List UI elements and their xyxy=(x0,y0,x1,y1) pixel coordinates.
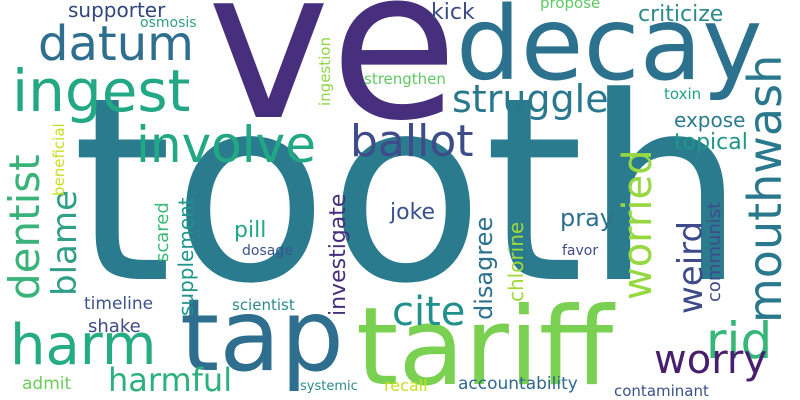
word-supporter: supporter xyxy=(68,0,166,22)
word-strengthen: strengthen xyxy=(364,70,446,88)
word-recall: recall xyxy=(384,376,428,395)
word-admit: admit xyxy=(22,374,72,394)
word-scared: scared xyxy=(152,202,173,262)
word-favor: favor xyxy=(562,243,599,259)
word-shake: shake xyxy=(88,316,141,337)
word-cite: cite xyxy=(392,289,466,335)
word-ballot: ballot xyxy=(350,116,474,167)
word-weird: weird xyxy=(671,220,711,314)
word-tariff: tariff xyxy=(356,285,614,400)
word-systemic: systemic xyxy=(300,379,358,394)
word-worry: worry xyxy=(654,337,768,383)
word-decay: decay xyxy=(456,0,763,104)
word-blame: blame xyxy=(45,190,85,296)
word-beneficial: beneficial xyxy=(50,123,68,196)
word-harm: harm xyxy=(10,313,157,378)
word-toxin: toxin xyxy=(664,85,702,103)
word-contaminant: contaminant xyxy=(614,382,709,400)
word-scientist: scientist xyxy=(232,296,295,314)
word-disagree: disagree xyxy=(470,216,498,320)
word-ve: ve xyxy=(207,0,459,167)
word-pill: pill xyxy=(234,218,267,243)
word-tap: tap xyxy=(180,277,344,394)
word-accountability: accountability xyxy=(458,374,578,394)
word-mouthwash: mouthwash xyxy=(738,54,792,323)
word-investigate: investigate xyxy=(326,193,351,316)
word-tooth: tooth xyxy=(72,43,746,340)
word-topical: topical xyxy=(674,130,748,155)
word-chlorine: chlorine xyxy=(504,221,528,302)
word-dentist: dentist xyxy=(0,154,49,300)
word-struggle: struggle xyxy=(452,77,609,121)
word-supplement: supplement xyxy=(174,197,198,316)
word-rid: rid xyxy=(706,312,773,370)
word-harmful: harmful xyxy=(108,361,233,399)
word-pray: pray xyxy=(560,204,615,232)
word-worried: worried xyxy=(615,149,661,301)
word-dosage: dosage xyxy=(242,243,293,259)
word-osmosis: osmosis xyxy=(140,15,197,31)
word-ingest: ingest xyxy=(12,57,191,125)
word-datum: datum xyxy=(38,16,194,72)
word-ingestion: ingestion xyxy=(316,37,334,106)
word-criticize: criticize xyxy=(638,2,724,27)
word-communist: communist xyxy=(704,201,725,302)
word-propose: propose xyxy=(540,0,601,12)
word-expose: expose xyxy=(674,108,746,132)
word-involve: involve xyxy=(136,116,317,174)
word-kick: kick xyxy=(431,0,475,25)
word-timeline: timeline xyxy=(84,294,154,314)
word-joke: joke xyxy=(390,200,436,225)
